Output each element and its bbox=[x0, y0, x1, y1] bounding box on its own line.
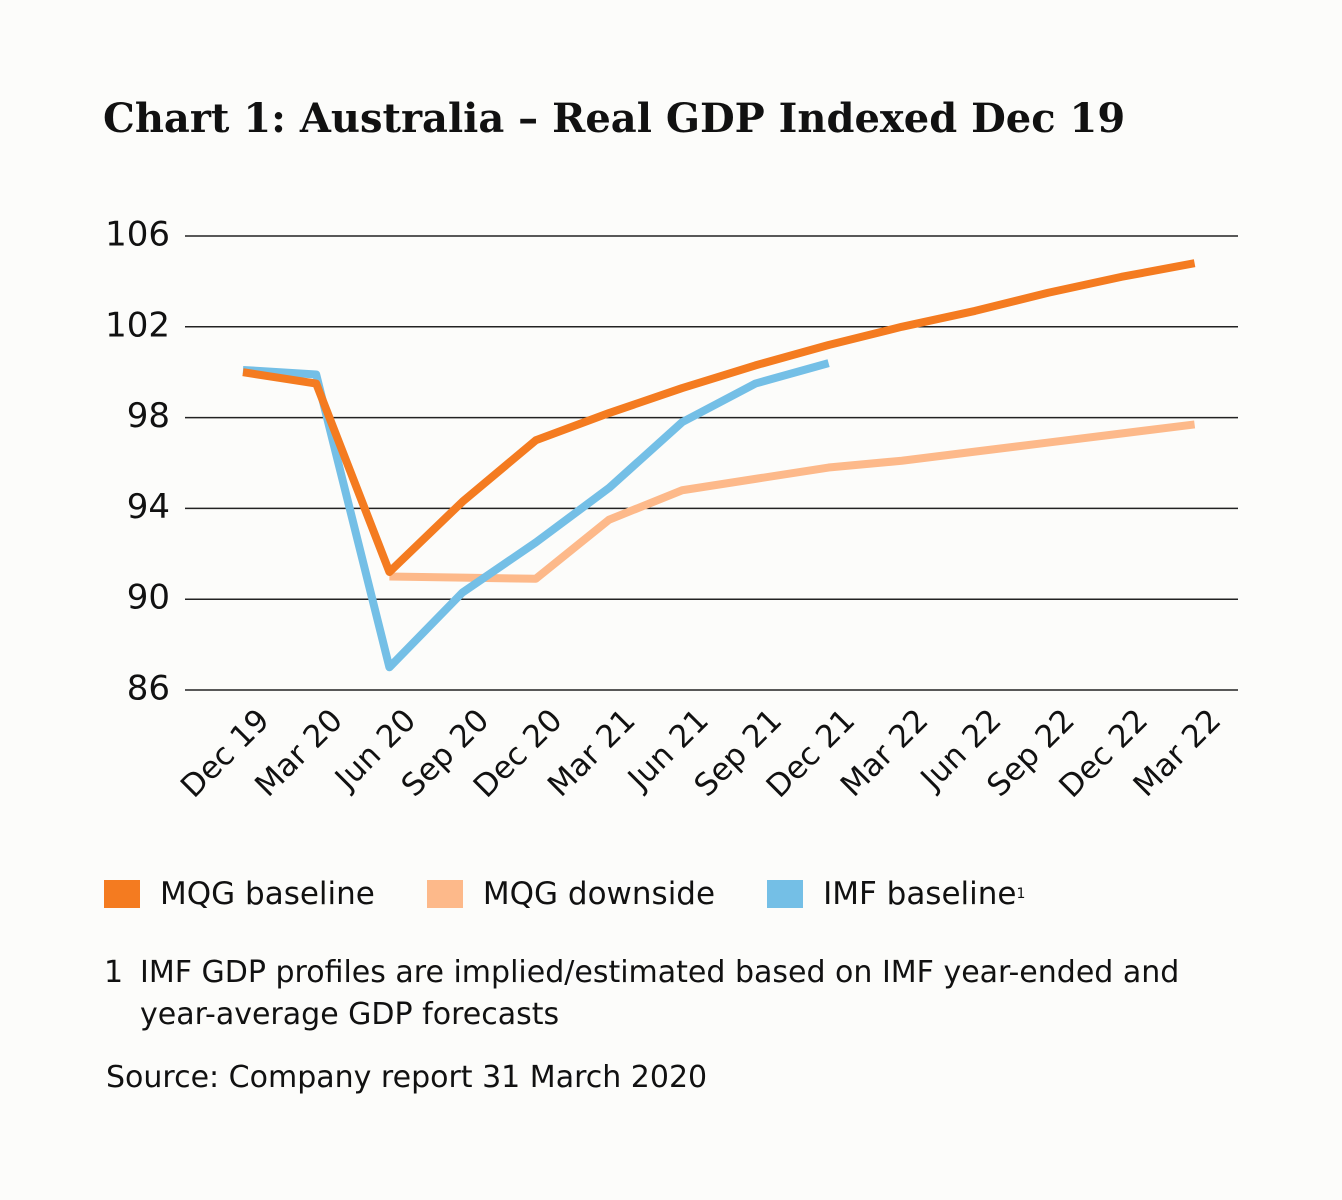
legend: MQG baseline MQG downside IMF baseline 1 bbox=[104, 876, 1077, 912]
series-line bbox=[389, 420, 1196, 583]
series-line bbox=[242, 359, 830, 672]
legend-item: MQG baseline bbox=[104, 876, 375, 912]
chart: Chart 1: Australia – Real GDP Indexed De… bbox=[103, 95, 1238, 805]
legend-item: IMF baseline 1 bbox=[767, 876, 1025, 912]
y-tick-label: 106 bbox=[105, 215, 170, 255]
legend-swatch bbox=[104, 880, 140, 908]
legend-label: IMF baseline bbox=[823, 876, 1017, 912]
source: Source: Company report 31 March 2020 bbox=[106, 1060, 708, 1095]
series-line bbox=[242, 259, 1196, 576]
y-tick-label: 86 bbox=[127, 669, 170, 709]
legend-label: MQG baseline bbox=[160, 876, 375, 912]
chart-title: Chart 1: Australia – Real GDP Indexed De… bbox=[103, 95, 1125, 142]
y-tick-label: 94 bbox=[127, 487, 170, 527]
legend-swatch bbox=[767, 880, 804, 908]
footnote: 1 IMF GDP profiles are implied/estimated… bbox=[104, 952, 1234, 1036]
footnote-ref: 1 bbox=[1016, 886, 1026, 902]
y-tick-label: 98 bbox=[127, 396, 170, 436]
y-tick-label: 102 bbox=[105, 305, 170, 345]
y-tick-label: 90 bbox=[127, 578, 170, 618]
legend-swatch bbox=[426, 880, 463, 908]
footnote-text: IMF GDP profiles are implied/estimated b… bbox=[140, 955, 1180, 1032]
legend-label: MQG downside bbox=[482, 876, 716, 912]
legend-item: MQG downside bbox=[426, 876, 716, 912]
footnote-marker: 1 bbox=[104, 955, 124, 990]
